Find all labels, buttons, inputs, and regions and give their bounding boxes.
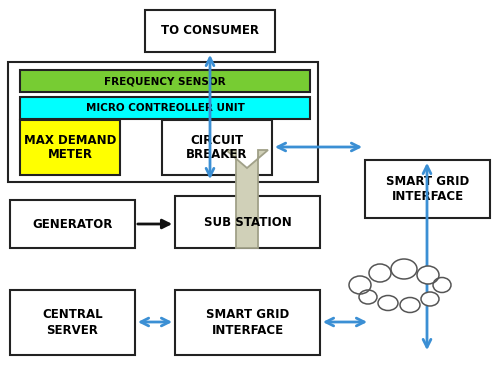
Ellipse shape xyxy=(359,290,377,304)
Ellipse shape xyxy=(421,292,439,306)
Ellipse shape xyxy=(433,278,451,293)
FancyBboxPatch shape xyxy=(162,120,272,175)
Text: SMART GRID
INTERFACE: SMART GRID INTERFACE xyxy=(386,175,469,203)
Text: TO CONSUMER: TO CONSUMER xyxy=(161,25,259,38)
Ellipse shape xyxy=(349,276,371,294)
Text: CENTRAL
SERVER: CENTRAL SERVER xyxy=(42,308,103,337)
FancyBboxPatch shape xyxy=(8,62,318,182)
Ellipse shape xyxy=(369,264,391,282)
FancyBboxPatch shape xyxy=(175,196,320,248)
FancyBboxPatch shape xyxy=(20,120,120,175)
Text: CIRCUIT
BREAKER: CIRCUIT BREAKER xyxy=(186,134,248,162)
Ellipse shape xyxy=(378,296,398,311)
FancyBboxPatch shape xyxy=(365,160,490,218)
Polygon shape xyxy=(226,150,268,248)
FancyBboxPatch shape xyxy=(145,10,275,52)
FancyBboxPatch shape xyxy=(20,70,310,92)
Text: MICRO CONTREOLLER UNIT: MICRO CONTREOLLER UNIT xyxy=(86,103,244,113)
Ellipse shape xyxy=(391,259,417,279)
FancyBboxPatch shape xyxy=(10,200,135,248)
Ellipse shape xyxy=(417,266,439,284)
Text: SUB STATION: SUB STATION xyxy=(204,216,292,229)
Text: FREQUENCY SENSOR: FREQUENCY SENSOR xyxy=(104,76,226,86)
Text: MAX DEMAND
METER: MAX DEMAND METER xyxy=(24,134,116,162)
FancyBboxPatch shape xyxy=(20,97,310,119)
FancyBboxPatch shape xyxy=(175,290,320,355)
Text: SMART GRID
INTERFACE: SMART GRID INTERFACE xyxy=(206,308,289,337)
Ellipse shape xyxy=(400,298,420,313)
FancyBboxPatch shape xyxy=(10,290,135,355)
Text: GENERATOR: GENERATOR xyxy=(32,218,112,231)
